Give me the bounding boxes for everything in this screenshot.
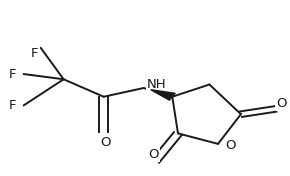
Polygon shape (151, 90, 175, 100)
Text: NH: NH (146, 78, 166, 91)
Text: O: O (148, 148, 159, 161)
Text: F: F (30, 47, 38, 60)
Text: O: O (277, 97, 287, 110)
Text: F: F (9, 68, 17, 81)
Text: O: O (100, 136, 110, 149)
Text: F: F (9, 99, 17, 112)
Text: O: O (225, 139, 236, 152)
